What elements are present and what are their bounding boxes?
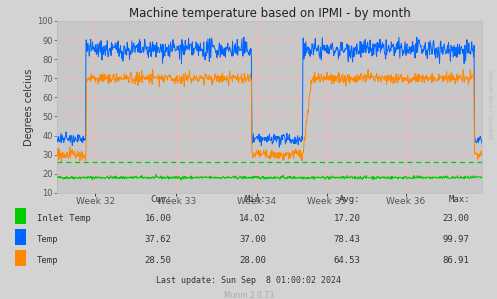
Text: Inlet Temp: Inlet Temp [37,214,91,223]
Text: 28.00: 28.00 [239,256,266,265]
Text: 14.02: 14.02 [239,214,266,223]
Text: Avg:: Avg: [339,195,360,204]
Text: Munin 2.0.73: Munin 2.0.73 [224,291,273,299]
Text: 99.97: 99.97 [443,235,470,244]
Y-axis label: Degrees celcius: Degrees celcius [24,68,34,146]
Title: Machine temperature based on IPMI - by month: Machine temperature based on IPMI - by m… [129,7,411,20]
Text: 37.62: 37.62 [145,235,171,244]
Text: 78.43: 78.43 [333,235,360,244]
Text: 23.00: 23.00 [443,214,470,223]
Text: 64.53: 64.53 [333,256,360,265]
Text: Temp: Temp [37,256,59,265]
Text: RRDTOOL / TOBI OETIKER: RRDTOOL / TOBI OETIKER [490,70,495,139]
Text: 37.00: 37.00 [239,235,266,244]
Text: Max:: Max: [448,195,470,204]
Text: Cur:: Cur: [150,195,171,204]
Text: 86.91: 86.91 [443,256,470,265]
Text: 28.50: 28.50 [145,256,171,265]
Text: Last update: Sun Sep  8 01:00:02 2024: Last update: Sun Sep 8 01:00:02 2024 [156,276,341,285]
Text: 17.20: 17.20 [333,214,360,223]
Text: Min:: Min: [245,195,266,204]
Text: Temp: Temp [37,235,59,244]
Text: 16.00: 16.00 [145,214,171,223]
